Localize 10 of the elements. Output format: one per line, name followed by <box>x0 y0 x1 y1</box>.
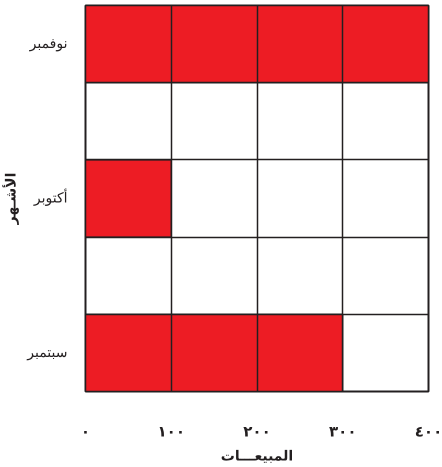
x-tick-label: ٣٠٠ <box>329 422 356 440</box>
y-tick-label: سبتمبر <box>26 344 68 361</box>
y-tick-label: نوفمبر <box>28 36 68 52</box>
y-axis-title: الأشـهر <box>1 172 20 226</box>
x-tick-label: ٤٠٠ <box>414 422 442 440</box>
x-axis-title: المبيعـــات <box>220 448 294 464</box>
x-tick-label: ٠ <box>80 422 90 440</box>
x-tick-label: ٢٠٠ <box>243 422 271 440</box>
x-tick-label: ١٠٠ <box>158 422 185 440</box>
y-tick-label: أكتوبر <box>32 188 68 206</box>
